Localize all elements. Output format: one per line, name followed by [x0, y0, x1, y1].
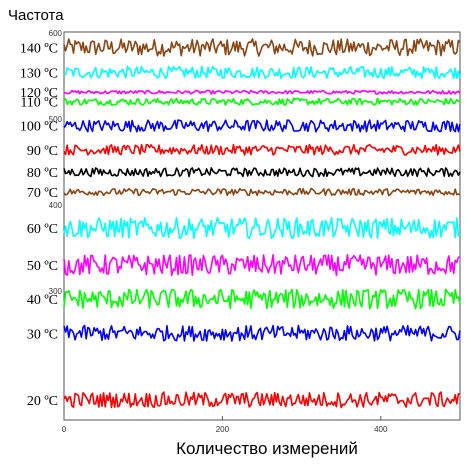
series-line-70c	[63, 187, 461, 197]
series-label: 20 ºC	[27, 394, 58, 409]
series-line-140c	[63, 38, 461, 57]
series-label: 100 ºC	[20, 120, 58, 135]
series-label: 90 ºC	[27, 144, 58, 159]
series-label: 60 ºC	[27, 222, 58, 237]
series-label: 80 ºC	[27, 166, 58, 181]
series-label: 40 ºC	[27, 293, 58, 308]
series-line-80c	[63, 167, 461, 178]
y-tick-label: 600	[49, 29, 63, 38]
series-line-100c	[63, 119, 461, 133]
x-tick-label: 400	[374, 425, 388, 434]
series-label: 120 ºC	[20, 86, 58, 101]
series-label: 130 ºC	[20, 66, 58, 81]
series-line-50c	[63, 254, 461, 277]
y-tick-label: 500	[49, 115, 63, 124]
series-line-30c	[63, 324, 461, 342]
y-tick-label: 400	[49, 201, 63, 210]
y-axis-label: Частота	[8, 7, 64, 24]
series-line-120c	[63, 89, 461, 95]
series-line-20c	[63, 391, 461, 409]
series-line-40c	[63, 288, 461, 310]
series-label: 110 ºC	[20, 96, 58, 111]
series-line-60c	[63, 217, 461, 240]
series-line-130c	[63, 65, 461, 80]
y-tick-labels: 600 500 400 300	[49, 29, 63, 296]
series-label: 140 ºC	[20, 41, 58, 56]
y-tick-label: 300	[49, 287, 63, 296]
series-line-90c	[63, 143, 461, 156]
series-layer	[63, 38, 461, 409]
series-label: 70 ºC	[27, 186, 58, 201]
series-label: 30 ºC	[27, 327, 58, 342]
x-tick-labels: 0 200 400	[62, 416, 388, 434]
series-label: 50 ºC	[27, 259, 58, 274]
x-tick-label: 0	[62, 425, 67, 434]
series-line-110c	[63, 97, 461, 106]
x-tick-label: 200	[216, 425, 230, 434]
x-axis-label: Количество измерений	[176, 439, 358, 458]
plot-frame	[63, 31, 461, 421]
